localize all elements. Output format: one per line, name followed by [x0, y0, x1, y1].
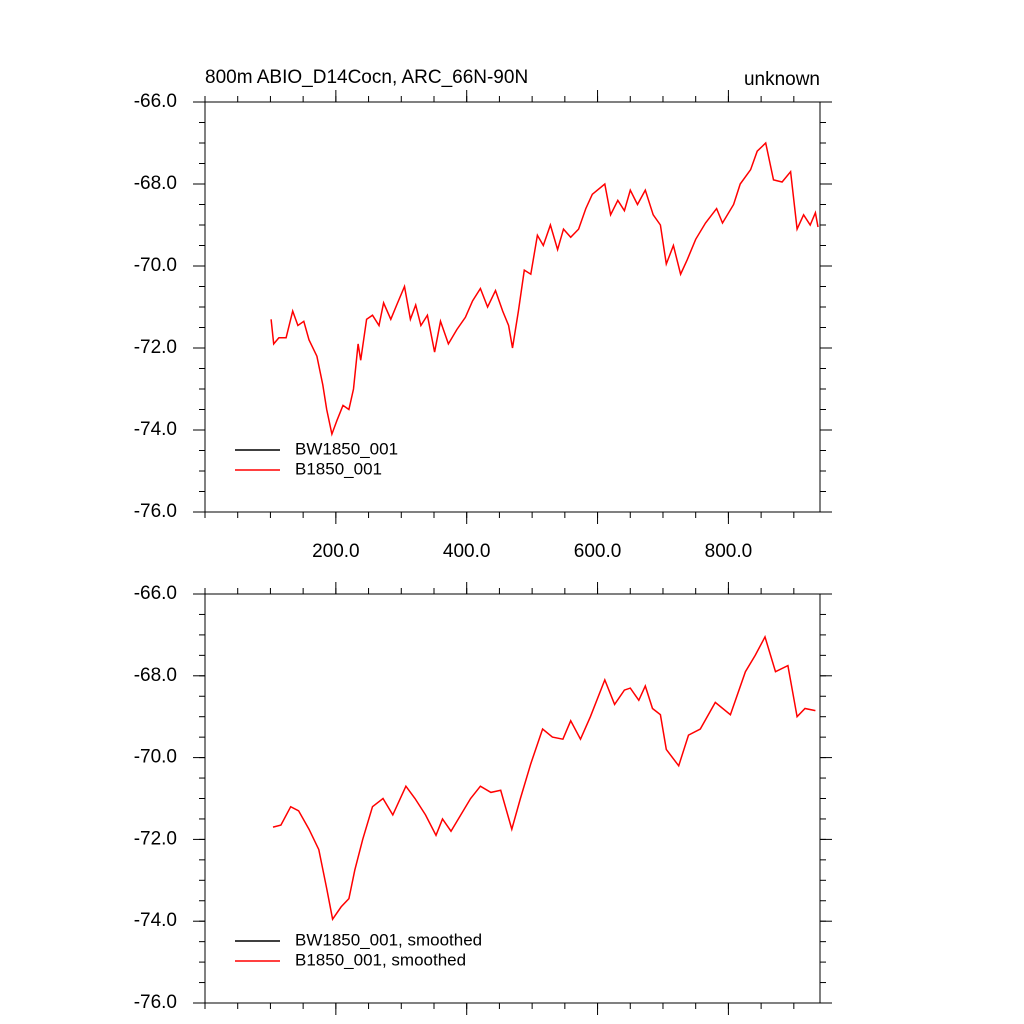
y-tick-label: -68.0: [134, 173, 177, 194]
y-tick-label: -74.0: [134, 910, 177, 931]
series-line: [270, 141, 819, 437]
chart-right-title: unknown: [744, 69, 820, 90]
y-tick-label: -66.0: [134, 583, 177, 604]
chart-title: 800m ABIO_D14Cocn, ARC_66N-90N: [205, 67, 528, 88]
series-line: [272, 634, 816, 922]
legend-label: B1850_001, smoothed: [295, 950, 466, 969]
legend-label: BW1850_001, smoothed: [295, 930, 482, 949]
y-tick-label: -66.0: [134, 91, 177, 112]
y-tick-label: -76.0: [134, 501, 177, 522]
y-tick-label: -70.0: [134, 255, 177, 276]
x-tick-label: 800.0: [705, 541, 753, 562]
y-tick-label: -76.0: [134, 992, 177, 1013]
x-tick-label: 400.0: [443, 541, 491, 562]
legend-label: BW1850_001: [295, 439, 398, 458]
y-tick-label: -68.0: [134, 665, 177, 686]
y-tick-label: -74.0: [134, 419, 177, 440]
y-tick-label: -72.0: [134, 828, 177, 849]
x-tick-label: 600.0: [574, 541, 622, 562]
y-tick-label: -72.0: [134, 337, 177, 358]
y-tick-label: -70.0: [134, 747, 177, 768]
legend-label: B1850_001: [295, 459, 382, 478]
x-tick-label: 200.0: [312, 541, 360, 562]
